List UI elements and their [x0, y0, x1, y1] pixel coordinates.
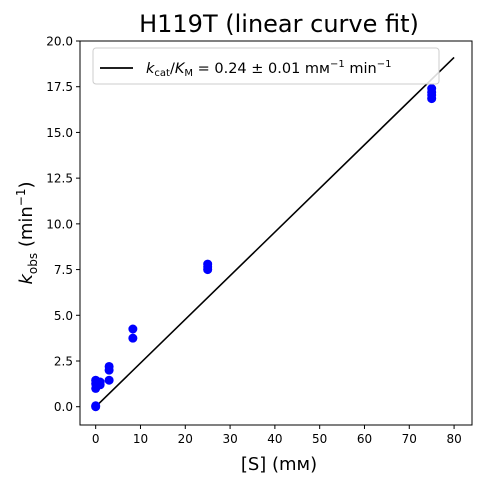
- y-tick-label: 15.0: [46, 126, 73, 140]
- data-point: [128, 324, 138, 334]
- data-point: [104, 361, 114, 371]
- x-axis-label: [S] (mм): [241, 454, 317, 475]
- data-point: [203, 259, 213, 269]
- plot-frame: [79, 40, 473, 426]
- data-point: [427, 84, 437, 94]
- y-axis-label: kobs (min−1): [14, 181, 40, 284]
- y-tick-label: 0.0: [54, 400, 73, 414]
- y-axis: 0.0 2.5 5.0 7.5 10.0 12.5 15.0 17.5 20.0: [46, 35, 80, 414]
- y-tick-label: 20.0: [46, 35, 73, 49]
- data-point: [91, 401, 101, 411]
- data-point: [104, 375, 114, 385]
- y-tick-label: 2.5: [54, 355, 73, 369]
- x-tick-label: 80: [446, 432, 461, 446]
- x-tick-label: 20: [178, 432, 193, 446]
- x-tick-label: 0: [92, 432, 100, 446]
- legend-box: [92, 47, 440, 85]
- legend-label: kcat/KM = 0.24 ± 0.01 mм−1 min−1: [146, 59, 391, 79]
- fit-line: [95, 56, 455, 408]
- y-tick-label: 12.5: [46, 172, 73, 186]
- data-point: [95, 377, 105, 387]
- x-tick-label: 70: [402, 432, 417, 446]
- y-tick-label: 17.5: [46, 80, 73, 94]
- y-tick-label: 10.0: [46, 217, 73, 231]
- y-tick-label: 5.0: [54, 309, 73, 323]
- data-points-series: [91, 84, 437, 412]
- chart-title: H119T (linear curve fit): [139, 10, 419, 38]
- x-tick-label: 10: [133, 432, 148, 446]
- fit-line-series: [95, 56, 455, 408]
- x-tick-label: 50: [312, 432, 327, 446]
- x-axis: 0 10 20 30 40 50 60 70 80: [92, 425, 462, 446]
- x-tick-label: 30: [222, 432, 237, 446]
- legend: kcat/KM = 0.24 ± 0.01 mм−1 min−1: [92, 47, 440, 85]
- data-point: [128, 333, 138, 343]
- x-tick-label: 40: [267, 432, 282, 446]
- y-tick-label: 7.5: [54, 263, 73, 277]
- x-tick-label: 60: [357, 432, 372, 446]
